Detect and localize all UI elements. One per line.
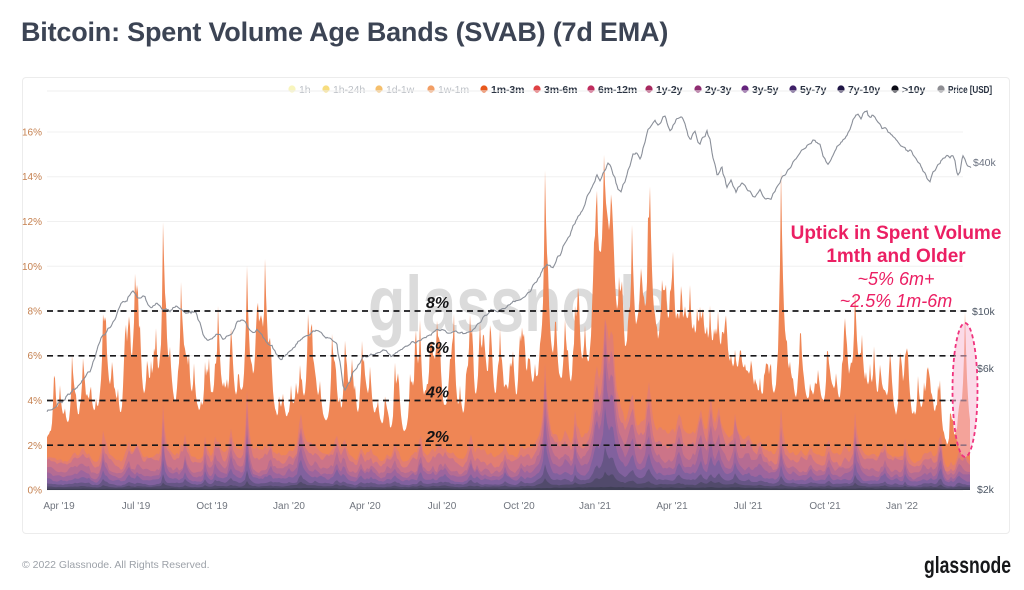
svg-text:4%: 4% (425, 385, 449, 402)
svg-text:Jan '20: Jan '20 (273, 501, 305, 512)
svg-text:0%: 0% (28, 486, 43, 497)
svg-text:Apr '19: Apr '19 (43, 501, 75, 512)
svg-text:1w-1m: 1w-1m (438, 84, 469, 96)
svg-text:Oct '19: Oct '19 (196, 501, 228, 512)
svg-text:4%: 4% (28, 396, 43, 407)
svg-text:2y-3y: 2y-3y (705, 84, 732, 96)
svg-text:7y-10y: 7y-10y (848, 84, 880, 96)
svg-text:Price [USD]: Price [USD] (948, 84, 992, 96)
svg-text:6m-12m: 6m-12m (598, 84, 637, 96)
svg-text:Jan '21: Jan '21 (579, 501, 611, 512)
svg-text:Jan '22: Jan '22 (886, 501, 918, 512)
svg-text:Jul '20: Jul '20 (428, 501, 457, 512)
svg-text:1mth and Older: 1mth and Older (826, 246, 966, 267)
svg-text:2%: 2% (28, 441, 43, 452)
svg-text:>10y: >10y (902, 84, 926, 96)
svg-text:14%: 14% (22, 172, 42, 183)
svg-text:1y-2y: 1y-2y (656, 84, 683, 96)
svg-text:Uptick in Spent Volume: Uptick in Spent Volume (791, 223, 1002, 244)
svg-text:Oct '21: Oct '21 (809, 501, 841, 512)
svg-text:~2.5% 1m-6m: ~2.5% 1m-6m (840, 291, 953, 311)
svg-text:1d-1w: 1d-1w (386, 84, 415, 96)
svg-text:3y-5y: 3y-5y (752, 84, 779, 96)
svg-text:6%: 6% (28, 351, 43, 362)
svg-text:1h-24h: 1h-24h (333, 84, 365, 96)
svg-text:~5% 6m+: ~5% 6m+ (857, 269, 934, 289)
svg-text:$10k: $10k (972, 306, 996, 318)
svg-text:5y-7y: 5y-7y (800, 84, 827, 96)
svg-text:Oct '20: Oct '20 (503, 501, 535, 512)
svg-text:8%: 8% (28, 307, 43, 318)
svg-text:10%: 10% (22, 262, 42, 273)
svg-text:2%: 2% (425, 429, 449, 446)
svg-text:Jul '19: Jul '19 (122, 501, 151, 512)
svg-text:$40k: $40k (973, 157, 997, 169)
svg-text:12%: 12% (22, 217, 42, 228)
svg-text:Jul '21: Jul '21 (734, 501, 763, 512)
svg-text:16%: 16% (22, 128, 42, 139)
svg-text:Apr '21: Apr '21 (656, 501, 688, 512)
svg-text:8%: 8% (426, 295, 449, 312)
svg-text:$6k: $6k (977, 363, 995, 375)
svg-text:glassnode: glassnode (924, 552, 1011, 578)
svg-text:1m-3m: 1m-3m (491, 84, 524, 96)
svg-text:1h: 1h (299, 84, 311, 96)
svg-text:6%: 6% (426, 340, 449, 357)
svg-text:Apr '20: Apr '20 (349, 501, 381, 512)
svg-text:$2k: $2k (977, 484, 995, 496)
svg-text:3m-6m: 3m-6m (544, 84, 577, 96)
